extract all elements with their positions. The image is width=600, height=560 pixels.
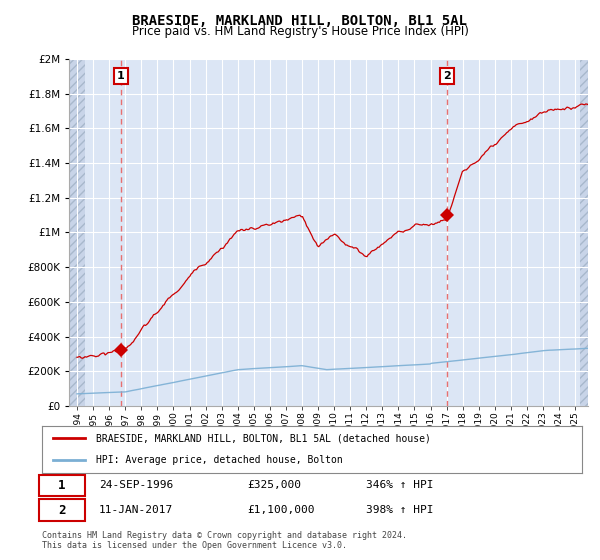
FancyBboxPatch shape: [40, 475, 85, 496]
Text: BRAESIDE, MARKLAND HILL, BOLTON, BL1 5AL (detached house): BRAESIDE, MARKLAND HILL, BOLTON, BL1 5AL…: [96, 433, 431, 444]
Text: £1,100,000: £1,100,000: [247, 505, 314, 515]
Text: 24-SEP-1996: 24-SEP-1996: [98, 480, 173, 491]
Text: Contains HM Land Registry data © Crown copyright and database right 2024.
This d: Contains HM Land Registry data © Crown c…: [42, 531, 407, 550]
Text: Price paid vs. HM Land Registry's House Price Index (HPI): Price paid vs. HM Land Registry's House …: [131, 25, 469, 38]
Text: BRAESIDE, MARKLAND HILL, BOLTON, BL1 5AL: BRAESIDE, MARKLAND HILL, BOLTON, BL1 5AL: [133, 14, 467, 28]
Text: 398% ↑ HPI: 398% ↑ HPI: [366, 505, 433, 515]
Bar: [580, 59, 596, 406]
FancyBboxPatch shape: [40, 500, 85, 521]
Text: 1: 1: [58, 479, 66, 492]
Text: £325,000: £325,000: [247, 480, 301, 491]
Bar: [69, 59, 85, 406]
Text: 1: 1: [117, 71, 125, 81]
Text: HPI: Average price, detached house, Bolton: HPI: Average price, detached house, Bolt…: [96, 455, 343, 465]
Text: 2: 2: [58, 503, 66, 517]
Text: 2: 2: [443, 71, 451, 81]
Text: 346% ↑ HPI: 346% ↑ HPI: [366, 480, 433, 491]
Text: 11-JAN-2017: 11-JAN-2017: [98, 505, 173, 515]
